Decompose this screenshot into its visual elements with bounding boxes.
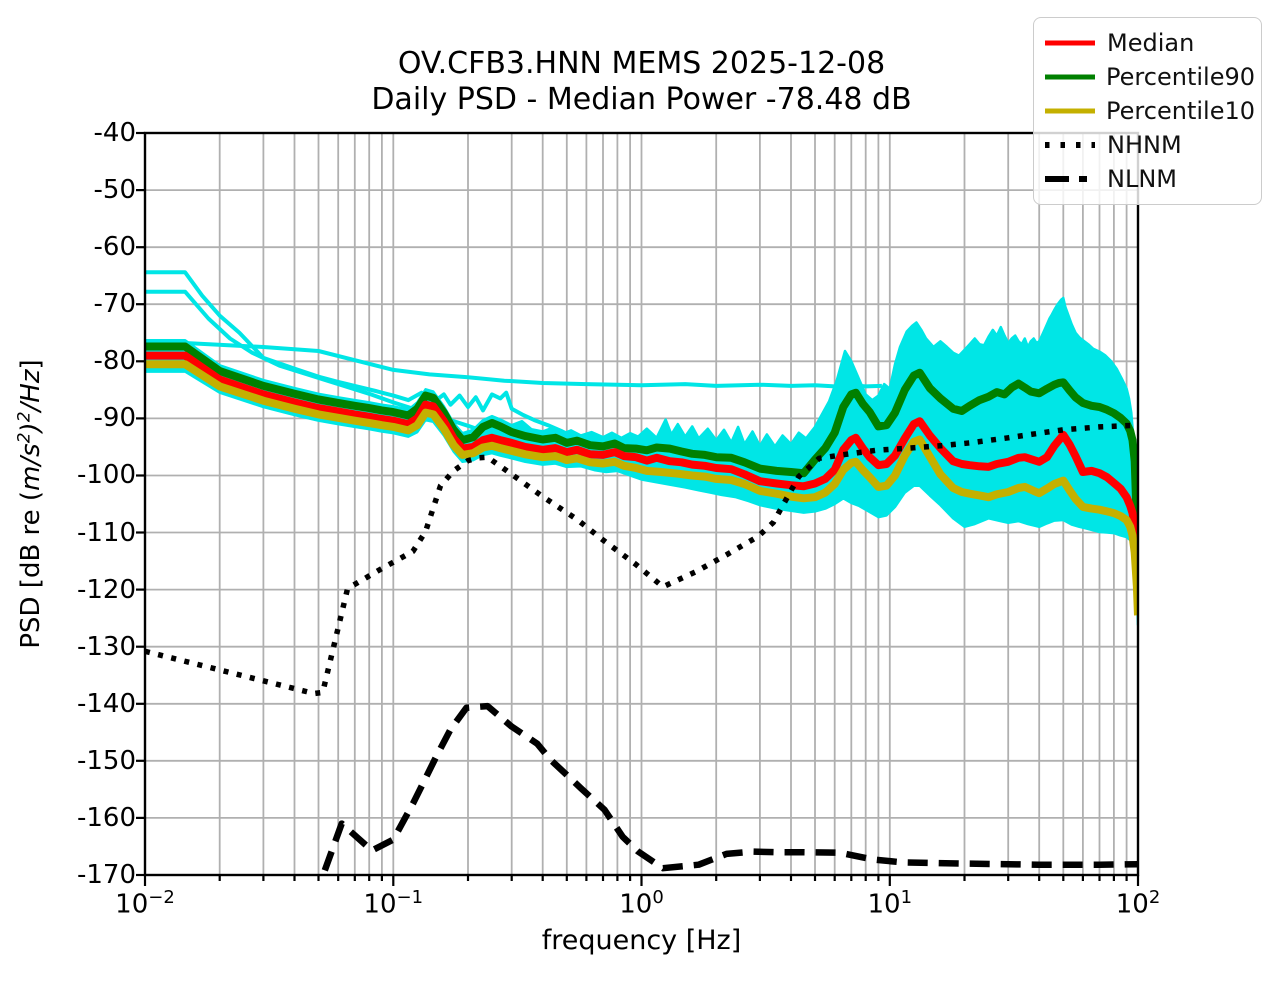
y-tick-label: -160 (76, 802, 136, 833)
legend-item-percentile10: Percentile10 (1044, 94, 1255, 128)
y-tick-label: -150 (76, 745, 136, 776)
x-tick-label: 100 (619, 887, 664, 920)
x-tick-label: 102 (1115, 887, 1161, 920)
legend-line-sample-median (1045, 40, 1095, 46)
y-tick-label: -80 (93, 346, 136, 377)
nhnm-line (145, 422, 1138, 697)
median-line (145, 351, 1138, 599)
legend-line-sample-nlnm (1045, 176, 1095, 182)
nlnm-line (321, 702, 1138, 872)
legend-item-nhnm: NHNM (1044, 128, 1255, 162)
legend-label: Percentile10 (1106, 97, 1255, 125)
axis-ticks (136, 131, 1140, 886)
y-tick-label: -110 (76, 517, 136, 548)
y-tick-label: -70 (93, 289, 136, 320)
grid (144, 132, 1139, 876)
figure-title-line2: Daily PSD - Median Power -78.48 dB (371, 82, 912, 117)
y-tick-label: -40 (93, 118, 136, 148)
x-tick-label: 10−2 (115, 887, 175, 920)
legend: Median Percentile90 Percentile10 NHNM NLNM (1033, 17, 1262, 205)
legend-item-nlnm: NLNM (1044, 162, 1255, 196)
legend-item-median: Median (1044, 26, 1255, 60)
y-tick-label: -50 (93, 175, 136, 206)
legend-line-sample-nhnm (1045, 142, 1095, 148)
y-tick-label: -140 (76, 688, 136, 719)
legend-label: Median (1107, 29, 1195, 57)
figure-title-line1: OV.CFB3.HNN MEMS 2025-12-08 (397, 46, 886, 81)
psd-outlier-trace-3 (145, 341, 882, 389)
y-axis-label-text: PSD [dB re (m/s2)2/Hz] (14, 359, 46, 649)
y-tick-label: -170 (76, 860, 136, 890)
legend-label: NHNM (1107, 131, 1182, 159)
percentile10-line (145, 360, 1138, 616)
legend-label: NLNM (1107, 165, 1177, 193)
x-tick-label: 101 (867, 887, 913, 920)
y-tick-label: -120 (76, 574, 136, 605)
x-axis-label: frequency [Hz] (541, 925, 742, 956)
y-tick-label: -60 (93, 232, 136, 263)
legend-line-sample-percentile10 (1045, 108, 1095, 114)
legend-line-sample-percentile90 (1045, 74, 1095, 80)
legend-item-percentile90: Percentile90 (1044, 60, 1255, 94)
y-tick-label: -130 (76, 631, 136, 662)
x-tick-label: 10−1 (363, 887, 424, 920)
y-tick-label: -90 (93, 403, 136, 434)
legend-label: Percentile90 (1106, 63, 1255, 91)
y-tick-label: -100 (76, 460, 136, 491)
y-axis-label: PSD [dB re (m/s2)2/Hz] (14, 359, 46, 648)
plot-data-layer (145, 270, 1138, 872)
